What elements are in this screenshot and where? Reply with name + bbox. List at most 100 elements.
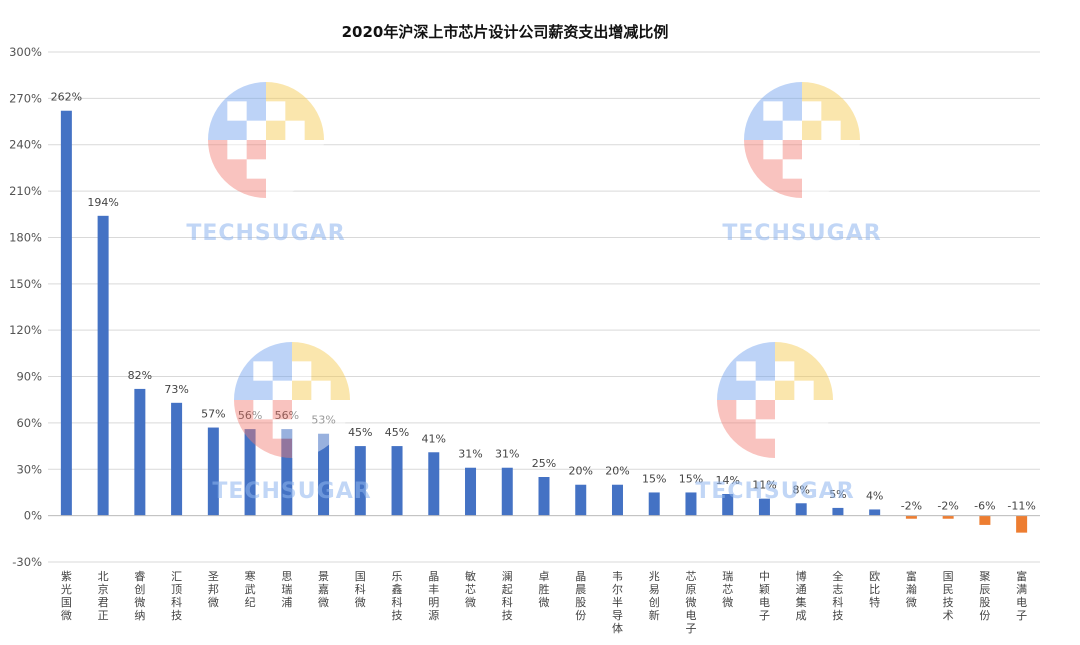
x-tick-label: 韦尔半导体 — [612, 570, 623, 635]
bar — [795, 503, 807, 516]
x-tick-label: 晶晨股份 — [575, 570, 586, 622]
y-tick-label: 30% — [16, 462, 42, 476]
data-label: 45% — [348, 426, 372, 439]
data-label: 14% — [715, 474, 739, 487]
watermark-text: TECHSUGAR — [186, 221, 345, 246]
data-label: 8% — [792, 483, 809, 496]
data-label: -6% — [974, 500, 995, 513]
x-tick-label: 全志科技 — [832, 569, 843, 622]
bar — [942, 515, 954, 519]
bar — [611, 484, 623, 516]
x-tick-label: 紫光国微 — [61, 570, 72, 622]
bar — [244, 429, 256, 516]
bar — [171, 402, 183, 516]
data-label: 15% — [679, 472, 703, 485]
data-label: 194% — [87, 196, 118, 209]
x-tick-label: 中颖电子 — [759, 570, 770, 622]
bar — [869, 509, 881, 516]
x-tick-label: 思瑞浦 — [281, 570, 292, 609]
x-tick-label: 博通集成 — [796, 570, 807, 622]
bar — [60, 110, 72, 516]
bar — [207, 427, 219, 516]
bar — [722, 494, 734, 516]
data-label: 73% — [164, 383, 188, 396]
bar — [281, 429, 293, 516]
y-tick-label: 60% — [16, 416, 42, 430]
y-tick-label: -30% — [12, 555, 42, 569]
bar — [318, 433, 330, 516]
data-label: 5% — [829, 488, 846, 501]
data-label: 4% — [866, 489, 883, 502]
bar — [685, 492, 697, 516]
data-label: 82% — [128, 369, 152, 382]
y-tick-label: 300% — [9, 45, 42, 59]
data-label: 31% — [495, 448, 519, 461]
data-label: -2% — [901, 500, 922, 513]
data-label: 25% — [532, 457, 556, 470]
bar — [354, 446, 366, 516]
x-tick-label: 富满电子 — [1016, 569, 1027, 622]
x-tick-label: 敏芯微 — [465, 569, 476, 609]
x-tick-label: 北京君正 — [98, 570, 109, 622]
y-tick-label: 120% — [9, 323, 42, 337]
bar — [97, 215, 109, 516]
x-tick-label: 澜起科技 — [502, 569, 513, 622]
watermark-logo-icon — [208, 82, 324, 198]
data-labels: 262% 194% 82% 73% 57% 56% 56% 53% 45% 45% 41% 31% 31… — [51, 91, 1036, 513]
data-label: -11% — [1007, 500, 1035, 513]
data-label: 262% — [51, 91, 82, 104]
x-tick-label: 晶丰明源 — [428, 570, 439, 622]
x-tick-label: 景嘉微 — [318, 570, 329, 609]
data-label: 15% — [642, 472, 666, 485]
y-tick-label: 240% — [9, 138, 42, 152]
x-tick-label: 兆易创新 — [649, 570, 660, 622]
bar — [979, 515, 991, 525]
bar — [538, 477, 550, 516]
y-tick-label: 180% — [9, 230, 42, 244]
bar — [758, 498, 770, 516]
x-tick-label: 聚辰股份 — [979, 570, 990, 622]
bar — [134, 388, 146, 516]
x-tick-label: 圣邦微 — [208, 570, 219, 609]
data-label: 20% — [569, 465, 593, 478]
x-tick-label: 富瀚微 — [906, 569, 917, 609]
watermark-logo-icon — [717, 342, 833, 458]
bar — [428, 452, 440, 516]
data-label: 56% — [238, 409, 262, 422]
watermark-text: TECHSUGAR — [695, 479, 854, 504]
x-tick-label: 睿创微纳 — [134, 569, 145, 622]
watermark-layer: TECHSUGAR TECHSUGAR TECHSUGAR TECHSUGAR — [186, 82, 881, 504]
bar — [832, 507, 844, 516]
x-tick-label: 乐鑫科技 — [392, 570, 403, 622]
bar — [648, 492, 660, 516]
x-tick-label: 国科微 — [355, 570, 366, 609]
y-axis-ticks: -30% 0% 30% 60% 90% 120% 150% 180% 210% 240% 270% 3… — [9, 45, 42, 569]
data-label: 53% — [311, 414, 335, 427]
data-label: 57% — [201, 408, 225, 421]
data-label: 41% — [422, 432, 446, 445]
bar — [1016, 515, 1028, 533]
x-tick-label: 卓胜微 — [539, 570, 550, 609]
y-tick-label: 0% — [24, 509, 42, 523]
data-label: 11% — [752, 479, 776, 492]
data-label: 45% — [385, 426, 409, 439]
data-label: -2% — [937, 500, 958, 513]
chart-title: 2020年沪深上市芯片设计公司薪资支出增减比例 — [342, 23, 669, 41]
x-tick-label: 寒武纪 — [245, 569, 256, 609]
data-label: 31% — [458, 448, 482, 461]
x-tick-label: 瑞芯微 — [722, 569, 733, 609]
watermark-text: TECHSUGAR — [722, 221, 881, 246]
y-tick-label: 150% — [9, 277, 42, 291]
bar — [575, 484, 587, 516]
watermark-text: TECHSUGAR — [212, 479, 371, 504]
watermark-logo-icon — [234, 342, 350, 458]
x-axis-ticks: 紫光国微 北京君正 睿创微纳 汇顶科技 圣邦微 寒武纪 思瑞浦 景嘉微 国科微 乐鑫科技 晶丰明源 敏… — [61, 569, 1027, 635]
bar — [391, 446, 403, 516]
bar — [905, 515, 917, 519]
bar — [465, 467, 477, 516]
bars — [48, 110, 1040, 533]
x-tick-label: 汇顶科技 — [171, 570, 182, 622]
y-tick-label: 270% — [9, 91, 42, 105]
watermark-logo-icon — [744, 82, 860, 198]
